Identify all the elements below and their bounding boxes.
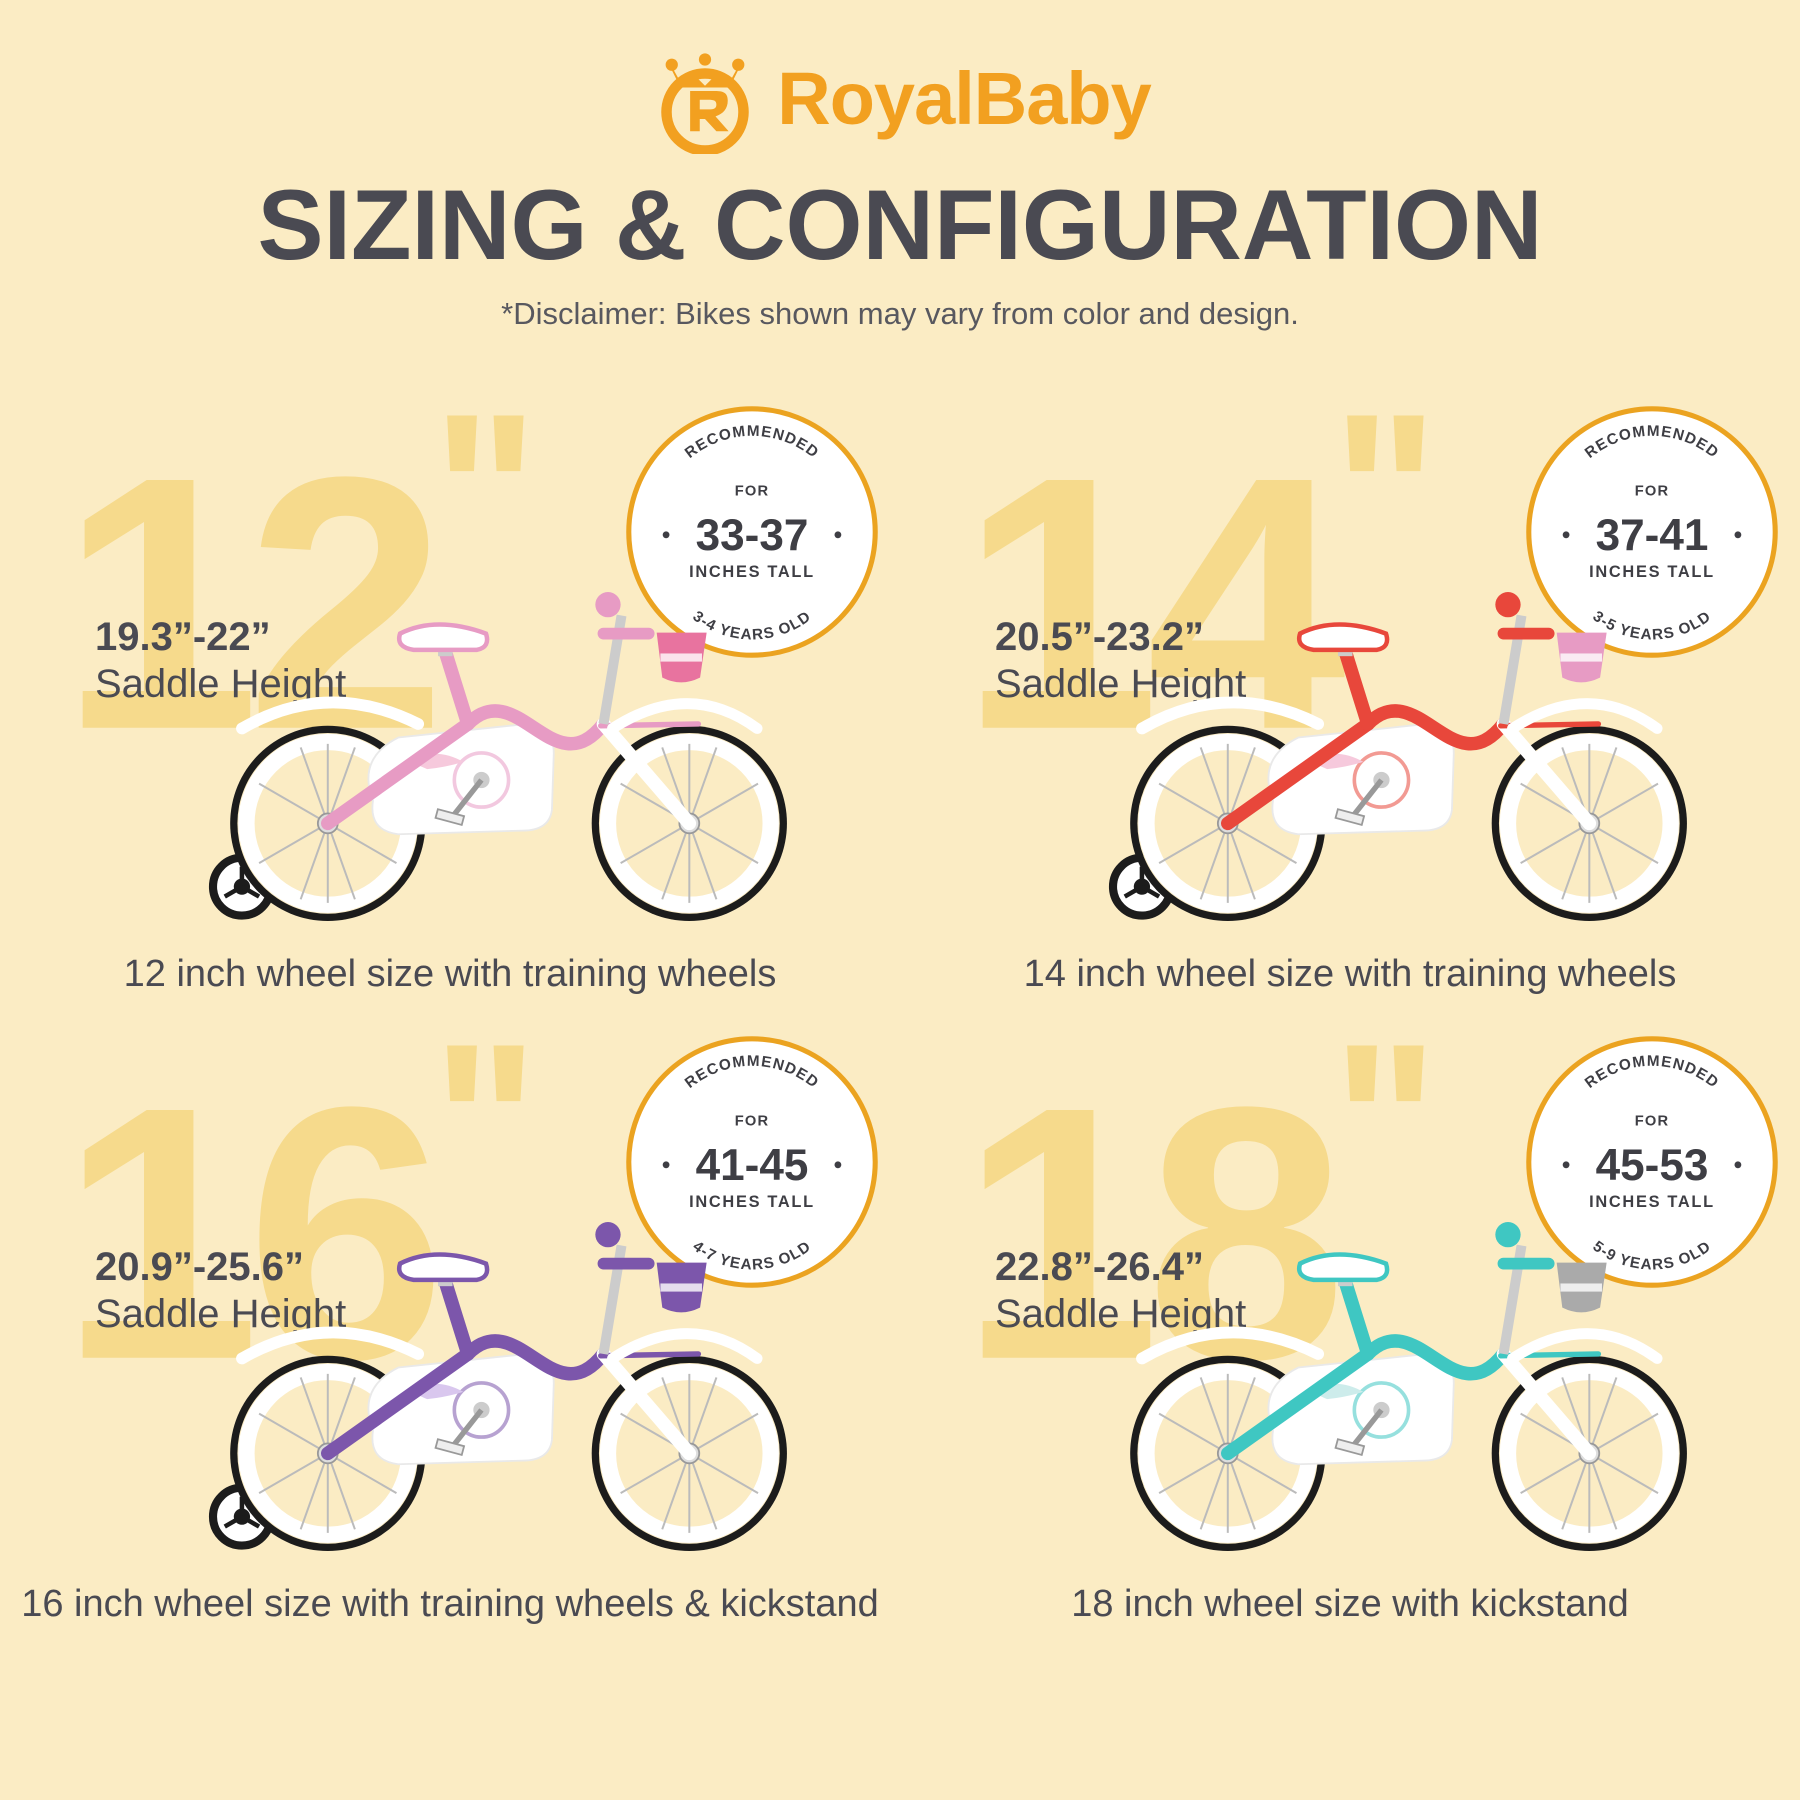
svg-text:FOR: FOR [735,483,769,499]
svg-text:FOR: FOR [1635,483,1669,499]
svg-text:FOR: FOR [1635,1113,1669,1129]
svg-text:FOR: FOR [735,1113,769,1129]
